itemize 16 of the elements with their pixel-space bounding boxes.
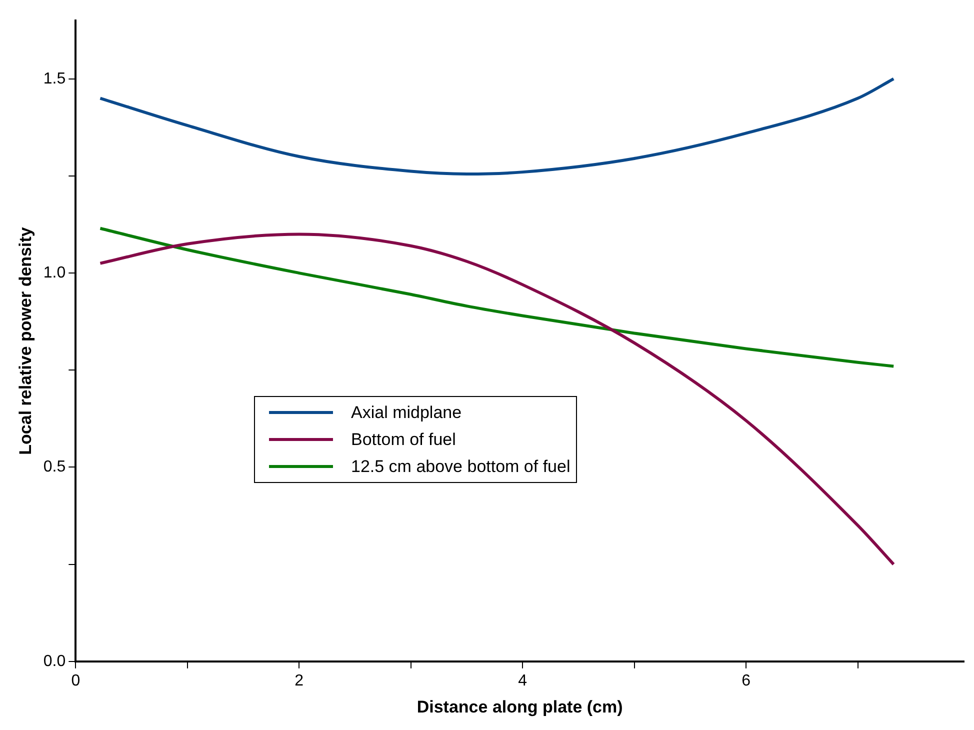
legend-label: Axial midplane	[351, 402, 462, 422]
x-tick-label: 2	[294, 672, 304, 690]
x-tick-label: 6	[742, 672, 751, 690]
legend-label: Bottom of fuel	[351, 430, 456, 450]
x-tick-label: 4	[518, 672, 528, 690]
y-tick-label: 0.5	[43, 458, 66, 476]
y-tick-label: 0.0	[43, 652, 66, 670]
x-tick-label: 0	[71, 672, 80, 690]
legend-label: 12.5 cm above bottom of fuel	[351, 456, 570, 476]
y-axis-title: Local relative power density	[16, 226, 35, 455]
line-series	[98, 232, 896, 566]
y-tick-label: 1.5	[43, 70, 66, 88]
x-axis-title: Distance along plate (cm)	[416, 697, 623, 716]
line-series	[98, 77, 896, 176]
line-series	[98, 226, 896, 368]
y-tick-label: 1.0	[43, 264, 66, 282]
